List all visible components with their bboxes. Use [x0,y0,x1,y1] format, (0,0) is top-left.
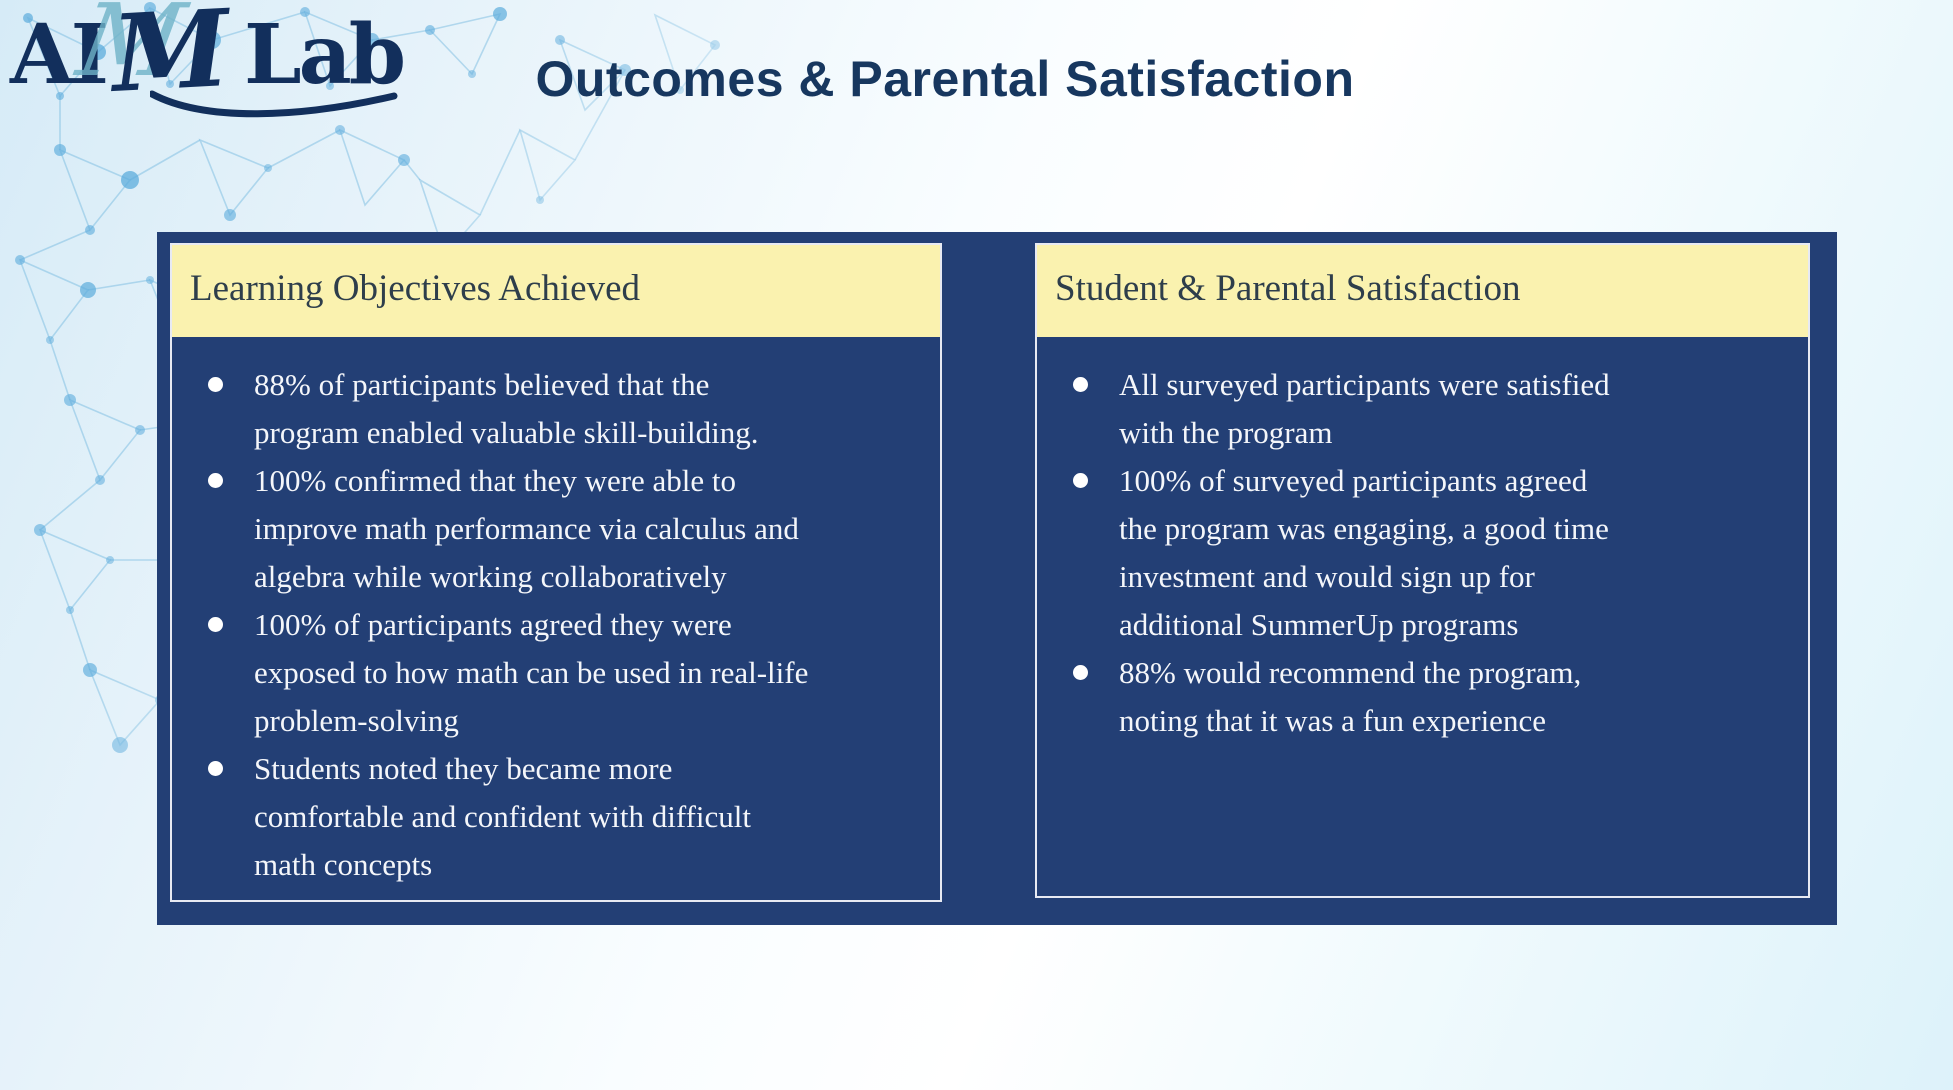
bullet-line: program enabled valuable skill-building. [254,415,759,450]
panel-learning-objectives: Learning Objectives Achieved 88% of part… [170,243,942,902]
bullet-line: Students noted they became more [254,751,673,786]
bullet-line: All surveyed participants were satisfied [1119,367,1610,402]
bullet-item: 88% of participants believed that the pro… [172,361,920,457]
bullet-line: math concepts [254,847,433,882]
bullet-line: the program was engaging, a good time [1119,511,1609,546]
bullet-item: 88% would recommend the program, noting t… [1037,649,1788,745]
panel-header: Student & Parental Satisfaction [1037,245,1808,337]
bullet-list: 88% of participants believed that the pro… [172,337,940,889]
page-title: Outcomes & Parental Satisfaction [535,51,1355,107]
bullet-item: Students noted they became more comfortab… [172,745,920,889]
bullet-line: 100% of participants agreed they were [254,607,732,642]
bullet-item: 100% of surveyed participants agreed the … [1037,457,1788,649]
bullet-line: comfortable and confident with difficult [254,799,751,834]
logo-text-lab: Lab [243,7,406,103]
bullet-line: 88% of participants believed that the [254,367,710,402]
bullet-line: investment and would sign up for [1119,559,1535,594]
bullet-item: All surveyed participants were satisfied… [1037,361,1788,457]
bullet-line: noting that it was a fun experience [1119,703,1546,738]
panel-body: All surveyed participants were satisfied… [1037,337,1808,896]
bullet-line: 88% would recommend the program, [1119,655,1582,690]
bullet-line: algebra while working collaboratively [254,559,727,594]
bullet-line: problem-solving [254,703,459,738]
bullet-item: 100% confirmed that they were able to imp… [172,457,920,601]
panel-student-parental-satisfaction: Student & Parental Satisfaction All surv… [1035,243,1810,898]
bullet-item: 100% of participants agreed they were exp… [172,601,920,745]
panel-body: 88% of participants believed that the pro… [172,337,940,900]
aimlab-logo: AI M M Lab [10,0,406,130]
bullet-line: improve math performance via calculus an… [254,511,799,546]
bullet-line: exposed to how math can be used in real-… [254,655,809,690]
bullet-line: 100% confirmed that they were able to [254,463,737,498]
bullet-line: additional SummerUp programs [1119,607,1519,642]
logo-swoosh [150,90,398,118]
bullet-list: All surveyed participants were satisfied… [1037,337,1808,745]
bullet-line: with the program [1119,415,1333,450]
panel-header: Learning Objectives Achieved [172,245,940,337]
bullet-line: 100% of surveyed participants agreed [1119,463,1588,498]
content-band: Learning Objectives Achieved 88% of part… [157,232,1837,925]
